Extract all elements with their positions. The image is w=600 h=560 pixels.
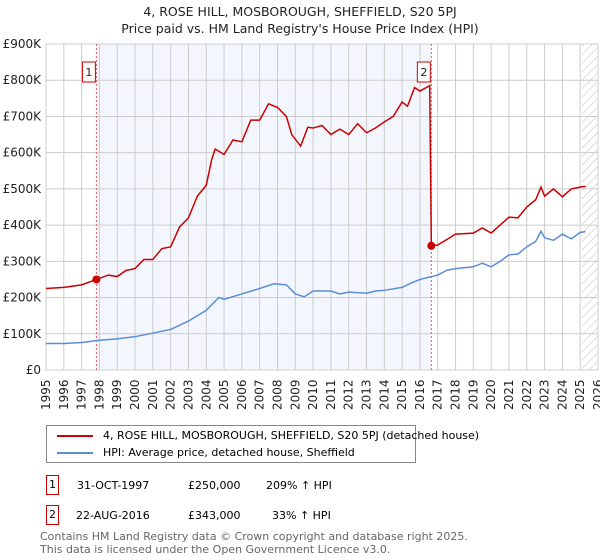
sale-row: 1 31-OCT-1997 £250,000 209% ↑ HPI <box>46 475 332 495</box>
footer-line: This data is licensed under the Open Gov… <box>40 543 391 556</box>
x-tick-label: 1999 <box>110 379 124 410</box>
x-tick-label: 2002 <box>164 379 178 410</box>
x-tick-label: 2018 <box>449 379 463 410</box>
x-tick-label: 2001 <box>146 379 160 410</box>
legend: 4, ROSE HILL, MOSBOROUGH, SHEFFIELD, S20… <box>46 425 479 463</box>
ownership-shade <box>96 44 432 370</box>
sale-price: £343,000 <box>188 508 241 522</box>
chart-subtitle: Price paid vs. HM Land Registry's House … <box>121 21 479 36</box>
sale-label-box <box>81 61 96 83</box>
x-tick-label: 2005 <box>217 379 231 410</box>
x-tick-label: 2013 <box>360 379 374 410</box>
forecast-hatch <box>581 44 598 370</box>
plot-border <box>45 43 599 371</box>
y-tick-label: £400K <box>3 218 43 232</box>
x-tick-label: 2007 <box>253 379 267 410</box>
hpi-line <box>46 229 586 345</box>
sale-hpi: 33% ↑ HPI <box>272 508 331 522</box>
x-tick-label: 2014 <box>377 379 391 410</box>
x-tick-label: 1998 <box>92 379 106 410</box>
x-tick-label: 2011 <box>324 379 338 410</box>
x-tick-label: 2006 <box>235 379 249 410</box>
x-tick-label: 1996 <box>57 379 71 410</box>
sale-point <box>92 275 101 284</box>
sale-hpi: 209% ↑ HPI <box>266 478 332 492</box>
x-tick-label: 2000 <box>128 379 142 410</box>
y-tick-label: £800K <box>3 73 43 87</box>
y-tick-label: £300K <box>3 254 43 268</box>
y-tick-label: £100K <box>3 327 43 341</box>
x-tick-label: 2022 <box>520 379 534 410</box>
y-tick-label: £500K <box>3 182 43 196</box>
x-tick-label: 2017 <box>431 379 445 410</box>
property-line <box>45 84 586 290</box>
x-tick-label: 2021 <box>502 379 516 410</box>
x-tick-label: 2015 <box>395 379 409 410</box>
sale-point <box>427 241 436 250</box>
x-tick-label: 1997 <box>75 379 89 410</box>
legend-swatch-red <box>57 434 93 437</box>
y-tick-label: £0 <box>26 363 41 377</box>
legend-label-property: 4, ROSE HILL, MOSBOROUGH, SHEFFIELD, S20… <box>103 429 480 442</box>
sale-label-box <box>416 61 431 83</box>
x-tick-label: 2026 <box>591 379 600 410</box>
y-tick-label: £900K <box>3 37 43 51</box>
sale-date: 31-OCT-1997 <box>77 478 150 492</box>
x-tick-label: 2012 <box>342 379 356 410</box>
legend-label-hpi: HPI: Average price, detached house, Shef… <box>103 446 355 459</box>
sale-marker-label: 1 <box>46 475 59 495</box>
sale-marker-label: 2 <box>46 505 59 525</box>
x-tick-label: 2020 <box>484 379 498 410</box>
sale-label: 1 <box>85 66 92 79</box>
sale-date: 22-AUG-2016 <box>76 508 150 522</box>
plot-area: 1995 1996 1997 1998 1999 2000 2001 2002 2003 2004… <box>3 37 600 410</box>
x-tick-label: 2025 <box>573 379 587 410</box>
x-tick-label: 2004 <box>199 379 213 410</box>
x-tick-label: 2024 <box>555 379 569 410</box>
x-tick-label: 2009 <box>288 379 302 410</box>
x-tick-label: 2023 <box>538 379 552 410</box>
x-tick-label: 2003 <box>181 379 195 410</box>
sale-label: 2 <box>420 66 427 79</box>
x-tick-label: 2019 <box>466 379 480 410</box>
x-tick-label: 1995 <box>39 379 53 410</box>
footer-line: Contains HM Land Registry data © Crown c… <box>40 530 468 543</box>
footer: Contains HM Land Registry data © Crown c… <box>40 530 468 556</box>
y-tick-label: £200K <box>3 291 43 305</box>
chart-title: 4, ROSE HILL, MOSBOROUGH, SHEFFIELD, S20… <box>143 4 457 19</box>
sale-price: £250,000 <box>188 478 241 492</box>
x-tick-label: 2008 <box>270 379 284 410</box>
y-tick-label: £700K <box>3 109 43 123</box>
x-tick-label: 2016 <box>413 379 427 410</box>
y-tick-label: £600K <box>3 146 43 160</box>
x-tick-label: 2010 <box>306 379 320 410</box>
legend-swatch-blue <box>57 451 93 454</box>
sale-row: 2 22-AUG-2016 £343,000 33% ↑ HPI <box>46 505 331 525</box>
